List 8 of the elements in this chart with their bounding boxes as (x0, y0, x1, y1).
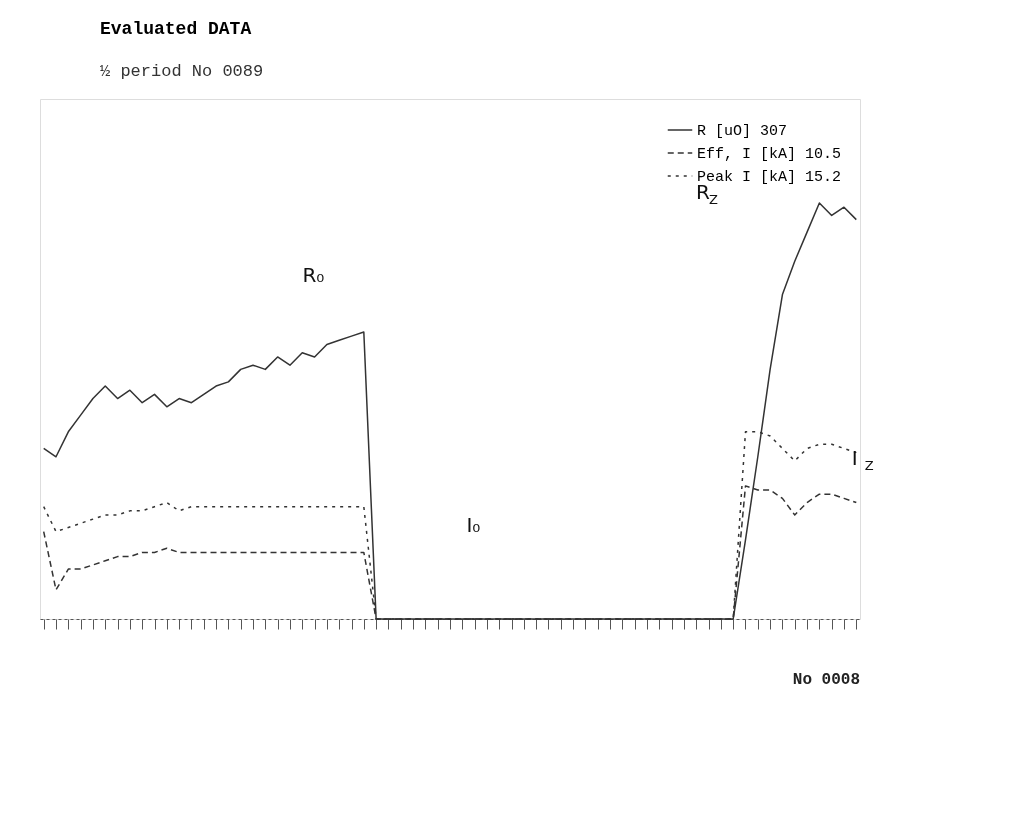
chart-title: Evaluated DATA (100, 19, 252, 39)
legend-label: Eff, I [kA] 10.5 (697, 146, 842, 163)
chart-subtitle: ½ period No 0089 (100, 62, 264, 81)
annotation: I₀ (466, 512, 481, 537)
legend-label: R [uO] 307 (697, 123, 788, 140)
annotation: R₀ (302, 263, 325, 288)
legend-label: Peak I [kA] 15.2 (697, 169, 842, 186)
text: No 0008 (792, 671, 860, 689)
